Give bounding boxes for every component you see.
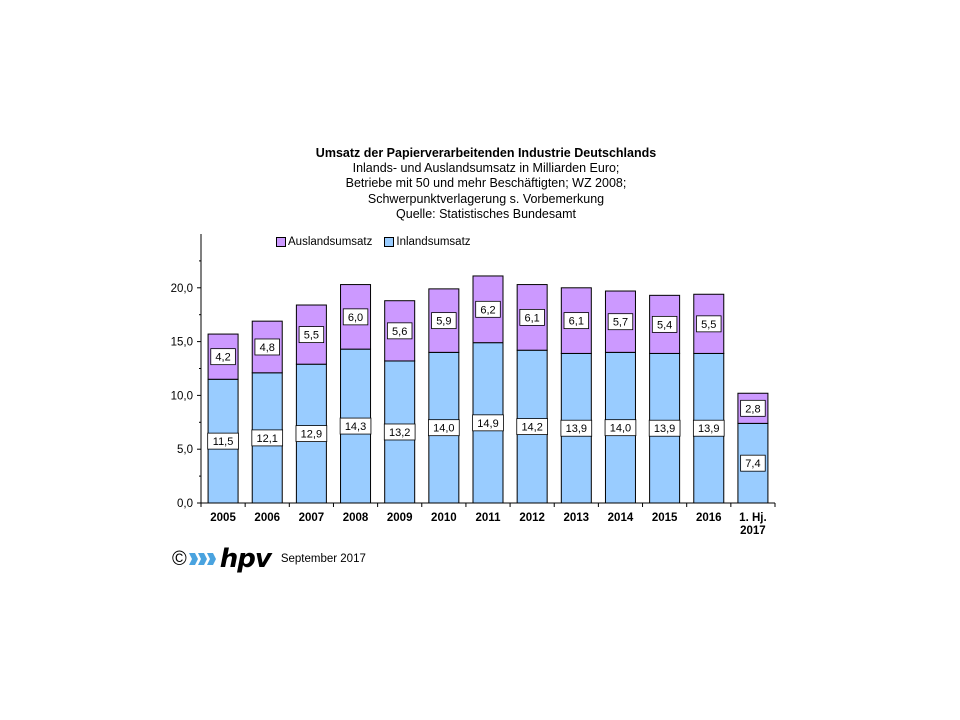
footer-date: September 2017 [280, 553, 366, 565]
data-label-inlandsumsatz-box [740, 454, 766, 472]
x-tick-label: 1. Hj. [739, 512, 766, 524]
legend-item-auslandsumsatz: Auslandsumsatz [276, 236, 372, 248]
chart-subtitle-1: Inlands- und Auslandsumsatz in Milliarde… [352, 161, 620, 176]
legend-label-auslandsumsatz: Auslandsumsatz [288, 236, 373, 248]
data-label-auslandsumsatz: 4,2 [215, 352, 230, 364]
y-tick-label: 10,0 [171, 390, 193, 402]
legend-swatch-inlandsumsatz [384, 237, 395, 247]
data-label-auslandsumsatz-box [475, 300, 501, 318]
data-label-auslandsumsatz-box [740, 399, 766, 417]
data-label-inlandsumsatz-box [604, 419, 637, 437]
data-label-auslandsumsatz-box [696, 315, 722, 333]
x-tick-label: 2005 [210, 512, 236, 524]
data-label-auslandsumsatz-box [386, 322, 413, 340]
data-label-auslandsumsatz-box [431, 312, 457, 330]
data-label-inlandsumsatz: 7,4 [745, 458, 760, 470]
data-label-inlandsumsatz: 11,5 [213, 436, 234, 448]
data-label-inlandsumsatz: 14,2 [521, 422, 542, 434]
data-label-inlandsumsatz: 12,9 [301, 429, 322, 441]
data-label-auslandsumsatz: 5,6 [392, 326, 407, 338]
data-label-auslandsumsatz: 6,2 [480, 304, 495, 316]
data-label-auslandsumsatz-box [519, 308, 545, 326]
x-tick-label: 2015 [652, 512, 678, 524]
data-label-inlandsumsatz-box [428, 419, 460, 437]
data-label-auslandsumsatz: 5,9 [436, 316, 451, 328]
data-label-auslandsumsatz-box [298, 326, 325, 344]
data-label-auslandsumsatz: 2,8 [745, 403, 760, 415]
chart-subtitle-2: Betriebe mit 50 und mehr Beschäftigten; … [345, 176, 627, 191]
data-label-auslandsumsatz: 5,5 [701, 319, 716, 331]
x-tick-label: 2008 [343, 512, 369, 524]
data-label-auslandsumsatz: 6,0 [348, 312, 363, 324]
data-label-auslandsumsatz: 6,1 [525, 312, 540, 324]
data-label-inlandsumsatz: 13,9 [698, 423, 719, 435]
x-tick-label: 2013 [564, 512, 590, 524]
x-tick-label: 2014 [608, 512, 634, 524]
y-tick-label: 0,0 [177, 498, 193, 510]
chart-title: Umsatz der Papierverarbeitenden Industri… [315, 146, 657, 160]
data-label-inlandsumsatz-box [472, 414, 504, 432]
data-label-inlandsumsatz-box [692, 419, 725, 437]
hpv-logo: hpv [188, 544, 272, 574]
x-tick-label: 2011 [476, 512, 502, 524]
copyright-symbol: © [172, 548, 187, 570]
data-label-inlandsumsatz-box [648, 419, 681, 437]
chart-legend: Auslandsumsatz Inlandsumsatz [276, 236, 471, 248]
data-label-auslandsumsatz: 5,5 [304, 330, 319, 342]
data-label-inlandsumsatz: 12,1 [257, 433, 278, 445]
data-label-inlandsumsatz-box [295, 425, 328, 442]
chart-title-block: Umsatz der Papierverarbeitenden Industri… [200, 146, 772, 222]
legend-item-inlandsumsatz: Inlandsumsatz [384, 236, 471, 248]
x-tick-label: 2017 [740, 525, 766, 537]
x-tick-label: 2016 [696, 512, 722, 524]
chart-subtitle-3: Schwerpunktverlagerung s. Vorbemerkung [367, 191, 605, 206]
data-label-inlandsumsatz: 14,3 [345, 421, 366, 433]
data-label-auslandsumsatz: 6,1 [569, 316, 584, 328]
data-label-inlandsumsatz: 13,9 [654, 423, 675, 435]
data-label-inlandsumsatz-box [251, 429, 284, 447]
legend-label-inlandsumsatz: Inlandsumsatz [396, 236, 471, 248]
data-label-inlandsumsatz-box [339, 417, 372, 435]
data-label-inlandsumsatz-box [560, 419, 593, 437]
x-tick-label: 2007 [299, 512, 325, 524]
data-label-inlandsumsatz-box [516, 418, 548, 436]
data-label-inlandsumsatz-box [207, 432, 239, 450]
footer: © hpv September 2017 [172, 544, 366, 574]
legend-swatch-auslandsumsatz [276, 237, 286, 247]
y-tick-label: 15,0 [171, 337, 193, 349]
data-label-auslandsumsatz-box [210, 348, 236, 366]
data-label-inlandsumsatz: 14,9 [477, 418, 498, 430]
data-label-auslandsumsatz: 4,8 [260, 342, 275, 354]
x-tick-label: 2009 [387, 512, 413, 524]
data-label-auslandsumsatz: 5,4 [657, 319, 672, 331]
hpv-logo-text: hpv [219, 544, 272, 574]
data-label-auslandsumsatz-box [254, 338, 280, 356]
hpv-logo-icon [188, 553, 216, 565]
data-label-inlandsumsatz: 14,0 [610, 423, 631, 435]
x-tick-label: 2006 [254, 512, 280, 524]
data-label-auslandsumsatz-box [563, 312, 590, 330]
data-label-inlandsumsatz: 13,9 [566, 423, 587, 435]
data-label-inlandsumsatz: 13,2 [389, 427, 410, 439]
data-label-auslandsumsatz-box [607, 313, 634, 331]
x-tick-label: 2010 [431, 512, 457, 524]
data-label-inlandsumsatz: 14,0 [433, 423, 454, 435]
y-tick-label: 20,0 [171, 283, 193, 295]
chart-source: Quelle: Statistisches Bundesamt [396, 206, 576, 221]
y-tick-label: 5,0 [177, 444, 193, 456]
data-label-auslandsumsatz-box [342, 308, 369, 326]
data-label-inlandsumsatz-box [383, 423, 416, 441]
data-label-auslandsumsatz-box [651, 315, 678, 333]
x-tick-label: 2012 [519, 512, 545, 524]
data-label-auslandsumsatz: 5,7 [613, 317, 628, 329]
